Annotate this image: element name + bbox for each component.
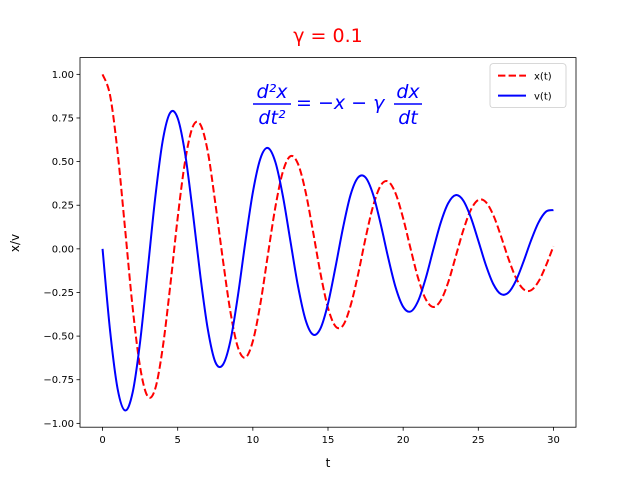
x-tick-label: 15 [322,435,335,446]
y-tick-label: 0.25 [52,201,74,212]
equation-text: dt² [258,107,286,129]
equation-text: d²x [257,81,289,103]
plot-frame [79,57,577,428]
legend-label: x(t) [534,72,552,83]
x-tick-label: 5 [175,435,181,446]
data-line [101,109,554,412]
equation-text: = −x − γ [296,92,386,114]
y-tick-label: 0.00 [52,244,74,255]
legend-label: v(t) [534,92,552,103]
y-tick-label: 0.50 [52,157,74,168]
legend: x(t) v(t) [489,63,567,108]
y-tick-label: −0.50 [43,332,74,343]
chart-title: γ = 0.1 [293,25,362,47]
equation: d²x dt² = −x − γ dx dt [253,81,422,129]
x-tick-label: 30 [547,435,560,446]
x-tick-label: 20 [397,435,410,446]
x-tick-label: 10 [246,435,259,446]
y-tick-label: −0.75 [43,375,74,386]
y-axis-label: x/v [8,234,22,252]
y-tick-label: 0.75 [52,113,74,124]
y-tick-label: −1.00 [43,419,74,430]
x-axis-label: t [326,456,331,470]
x-tick-label: 25 [472,435,485,446]
equation-text: dt [398,107,419,129]
y-tick-label: 1.00 [52,70,74,81]
legend-box [489,63,567,108]
y-tick-label: −0.25 [43,288,74,299]
data-line [101,73,555,399]
x-tick-label: 0 [99,435,105,446]
equation-text: dx [396,81,420,103]
